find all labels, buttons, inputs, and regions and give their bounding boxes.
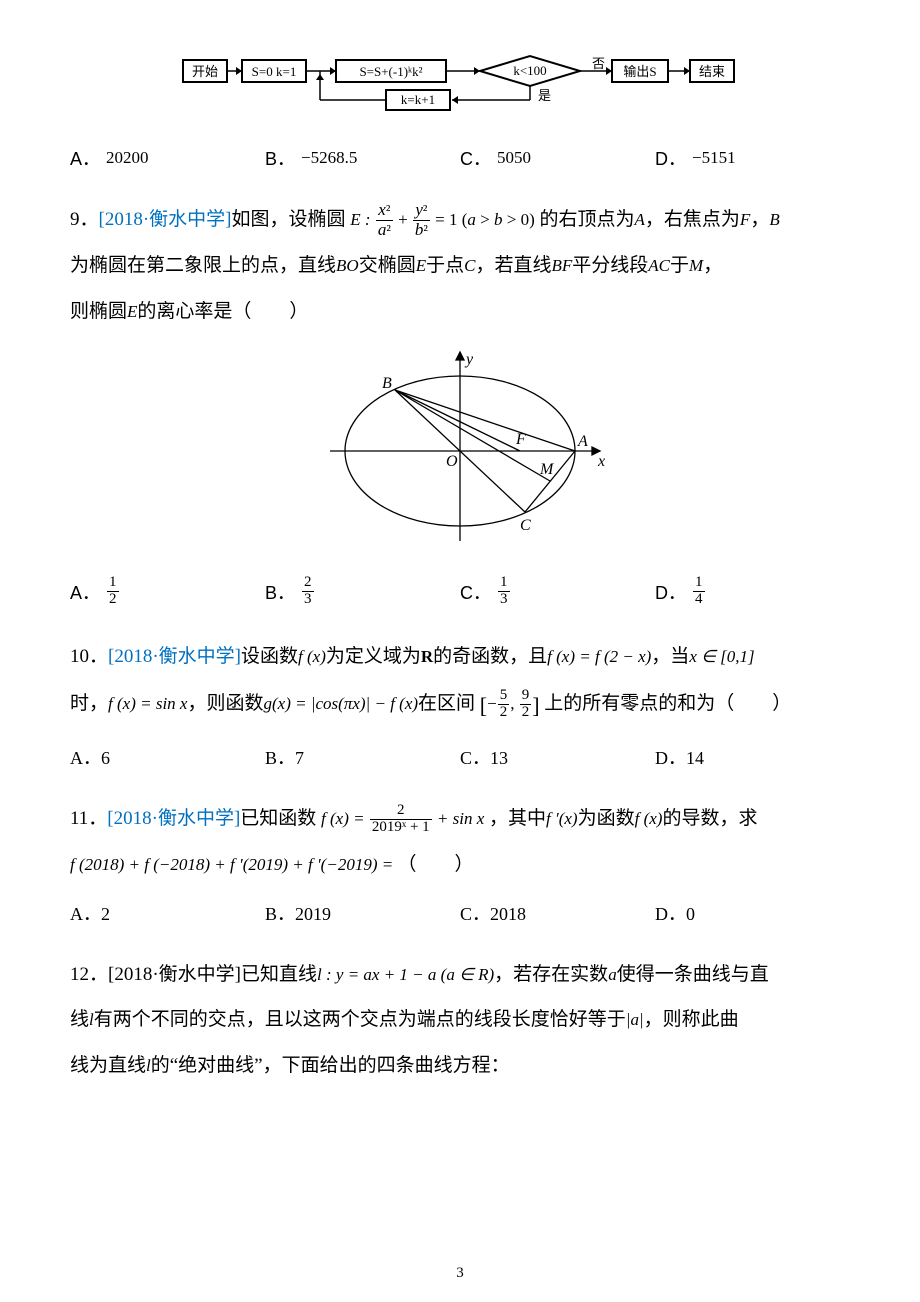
node-end: 结束: [699, 64, 725, 79]
svg-text:y: y: [464, 351, 474, 368]
node-compute: S=S+(-1)ᵏk²: [359, 64, 422, 79]
q12-source: [2018·衡水中学]: [108, 964, 241, 985]
node-inc: k=k+1: [401, 92, 435, 107]
q9-figure: y x B A F M O C: [70, 346, 850, 561]
q9-text: 9．[2018·衡水中学]如图，设椭圆 E : x²a² + y²b² = 1 …: [70, 199, 850, 241]
q10-text: 10．[2018·衡水中学]设函数f (x)为定义域为R的奇函数，且f (x) …: [70, 636, 850, 678]
svg-text:B: B: [382, 375, 392, 392]
node-cond: k<100: [513, 63, 546, 78]
svg-text:C: C: [520, 517, 531, 534]
q11-source: [2018·衡水中学]: [107, 808, 240, 829]
page-number: 3: [0, 1265, 920, 1282]
svg-text:x: x: [597, 453, 605, 470]
q10-source: [2018·衡水中学]: [108, 646, 241, 667]
q8-flowchart: 开始 S=0 k=1 S=S+(-1)ᵏk² k<100 否: [70, 50, 850, 125]
svg-text:O: O: [446, 453, 458, 470]
node-start: 开始: [192, 64, 218, 79]
svg-text:M: M: [539, 461, 555, 478]
branch-yes: 是: [538, 88, 551, 103]
q10-options: A．6 B．7 C．13 D．14: [70, 744, 850, 770]
node-init: S=0 k=1: [252, 64, 297, 79]
q11-options: A．2 B．2019 C．2018 D．0: [70, 900, 850, 926]
node-output: 输出S: [623, 64, 656, 79]
q11-text: 11．[2018·衡水中学]已知函数 f (x) = 22019ˣ + 1 + …: [70, 798, 850, 840]
q9-options: A．12 B．23 C．13 D．14: [70, 575, 850, 608]
branch-no: 否: [592, 56, 605, 71]
q8-options: A．20200 B．−5268.5 C．5050 D．−5151: [70, 145, 850, 171]
q9-source: [2018·衡水中学]: [99, 209, 232, 230]
svg-text:F: F: [515, 431, 526, 448]
q12-text: 12．[2018·衡水中学]已知直线l : y = ax + 1 − a (a …: [70, 954, 850, 996]
svg-text:A: A: [577, 433, 588, 450]
